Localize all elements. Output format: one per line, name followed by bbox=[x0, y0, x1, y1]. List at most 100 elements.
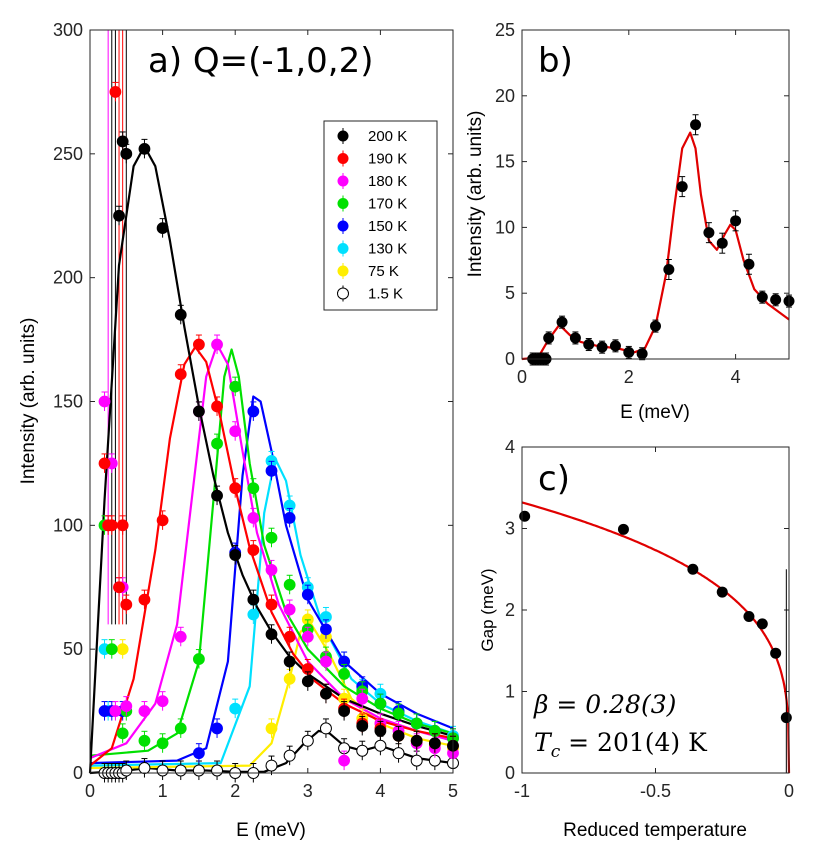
data-point-200K bbox=[174, 308, 187, 321]
data-point-170K bbox=[116, 727, 129, 740]
panel-b-data-point bbox=[756, 291, 768, 303]
data-point-150K bbox=[265, 464, 278, 477]
legend-label: 190 K bbox=[368, 151, 407, 168]
data-point-190K bbox=[156, 514, 169, 527]
data-point-1.5K bbox=[410, 754, 423, 767]
data-point-1.5K bbox=[356, 744, 369, 757]
data-point-75K bbox=[265, 722, 278, 735]
y-tick-label: 25 bbox=[495, 20, 515, 40]
data-point-150K bbox=[283, 512, 296, 524]
y-tick-label: 1 bbox=[505, 682, 515, 702]
x-tick-label: -0.5 bbox=[640, 781, 671, 801]
y-tick-label: 0 bbox=[505, 349, 515, 369]
data-point-150K bbox=[192, 747, 205, 760]
panel-c-fit-line bbox=[521, 501, 791, 774]
panel-c-data-point bbox=[716, 586, 728, 598]
data-point-200K bbox=[410, 734, 423, 747]
x-tick-label: 1 bbox=[158, 781, 168, 801]
panel-c-chart: -1 -0.5 0 0 1 2 3 4 c) Reduced temperature Gap … bbox=[478, 437, 794, 841]
y-tick-label: 300 bbox=[53, 20, 83, 40]
data-point-190K bbox=[113, 581, 125, 594]
data-point-190K bbox=[229, 482, 242, 495]
panel-b-data-point bbox=[636, 348, 648, 360]
data-point-180K bbox=[174, 630, 187, 643]
data-point-1.5K bbox=[192, 764, 205, 777]
data-point-200K bbox=[374, 724, 387, 737]
data-point-75K bbox=[116, 643, 129, 656]
x-tick-label: 0 bbox=[517, 367, 527, 387]
panel-b-data-point bbox=[543, 332, 555, 344]
x-tick-label: 3 bbox=[303, 781, 313, 801]
y-tick-label: 20 bbox=[495, 86, 515, 106]
data-point-1.5K bbox=[211, 764, 224, 777]
data-point-200K bbox=[229, 549, 242, 561]
panel-b-data-point bbox=[609, 340, 621, 352]
y-tick-label: 3 bbox=[505, 519, 515, 539]
y-tick-label: 2 bbox=[505, 600, 515, 620]
panel-b-plot-area bbox=[522, 30, 789, 359]
data-point-170K bbox=[156, 737, 169, 750]
data-point-1.5K bbox=[301, 734, 314, 747]
data-point-1.5K bbox=[138, 762, 151, 775]
data-point-200K bbox=[301, 675, 314, 688]
data-point-190K bbox=[98, 457, 111, 470]
data-point-200K bbox=[283, 655, 296, 668]
panel-c-ylabel: Gap (meV) bbox=[478, 568, 497, 651]
panel-c-data-point bbox=[756, 618, 768, 630]
data-point-200K bbox=[338, 705, 351, 717]
data-point-200K bbox=[120, 147, 133, 160]
y-tick-label: 10 bbox=[495, 217, 515, 237]
data-point-190K bbox=[174, 368, 187, 381]
legend-marker bbox=[337, 243, 349, 254]
panel-c-data-point bbox=[743, 611, 755, 623]
data-point-1.5K bbox=[319, 722, 332, 735]
data-point-180K bbox=[120, 700, 133, 713]
panel-c-title: c) bbox=[538, 459, 570, 499]
data-point-180K bbox=[109, 705, 122, 717]
y-tick-label: 200 bbox=[53, 268, 83, 288]
beta-annotation: β = 0.28(3) bbox=[533, 690, 676, 719]
data-point-1.5K bbox=[283, 749, 296, 762]
data-point-1.5K bbox=[120, 764, 133, 777]
data-point-180K bbox=[356, 692, 369, 705]
data-point-75K bbox=[283, 672, 296, 685]
panel-b-data-point bbox=[663, 264, 675, 276]
data-point-170K bbox=[410, 717, 423, 730]
data-point-190K bbox=[283, 630, 296, 643]
panel-c-data-point bbox=[617, 523, 629, 535]
fit-line-150K bbox=[89, 395, 454, 765]
data-point-190K bbox=[211, 400, 223, 413]
panel-c-ticks: -1 -0.5 0 0 1 2 3 4 bbox=[505, 437, 794, 801]
data-point-150K bbox=[301, 588, 314, 601]
data-point-200K bbox=[320, 687, 332, 700]
data-point-170K bbox=[338, 668, 351, 680]
x-tick-label: 5 bbox=[448, 781, 458, 801]
data-point-150K bbox=[211, 722, 223, 735]
panel-b-data-point bbox=[569, 332, 581, 344]
data-point-200K bbox=[138, 142, 151, 155]
panel-b-chart: 0 2 4 0 5 10 15 20 25 b) E (meV) Intensity (arb.… bbox=[465, 20, 795, 423]
legend-label: 180 K bbox=[368, 173, 407, 190]
legend-marker bbox=[337, 287, 349, 300]
data-point-180K bbox=[211, 338, 223, 351]
panel-b-data-point bbox=[623, 346, 635, 358]
data-point-180K bbox=[229, 425, 242, 438]
y-tick-label: 15 bbox=[495, 152, 515, 172]
data-point-200K bbox=[192, 405, 205, 418]
panel-b-data-point bbox=[556, 316, 568, 328]
panel-b-data-point bbox=[596, 341, 608, 353]
tc-value: = 201(4) K bbox=[560, 728, 708, 757]
panel-c-data-point bbox=[687, 563, 699, 575]
legend-label: 130 K bbox=[368, 241, 407, 258]
data-point-1.5K bbox=[174, 764, 187, 777]
data-point-190K bbox=[105, 519, 118, 532]
panel-b-data-point bbox=[743, 258, 755, 270]
tc-symbol: T bbox=[534, 728, 553, 757]
data-point-200K bbox=[113, 209, 125, 222]
x-tick-label: 2 bbox=[230, 781, 240, 801]
fit-line-200K bbox=[88, 145, 454, 774]
x-tick-label: 4 bbox=[731, 367, 741, 387]
tc-annotation: Tc = 201(4) K bbox=[534, 728, 708, 762]
panel-b-data-point bbox=[583, 339, 595, 351]
